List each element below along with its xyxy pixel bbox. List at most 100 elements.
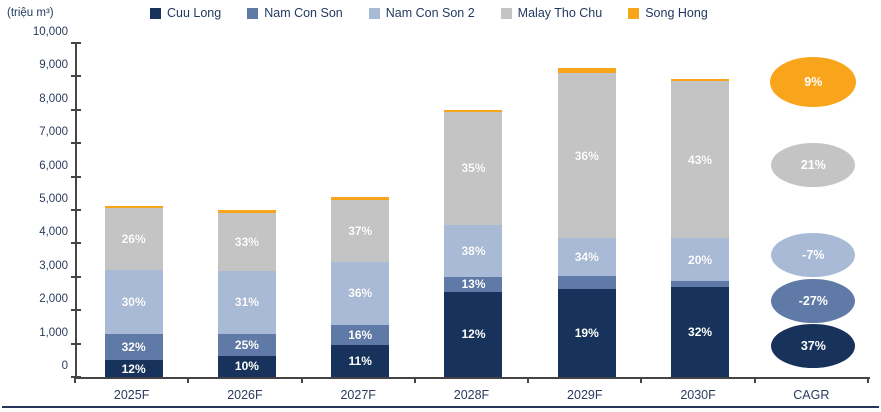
bar-segment-cuu_long-2030F: 32% bbox=[671, 286, 730, 377]
segment-data-label: 12% bbox=[461, 327, 486, 342]
cagr-value-label: -27% bbox=[798, 294, 828, 308]
cagr-column: 9% 21% -7% -27% 37% bbox=[757, 43, 870, 377]
x-axis-category-label: 2029F bbox=[567, 388, 603, 402]
legend-label: Malay Tho Chu bbox=[517, 6, 603, 20]
legend: Cuu Long Nam Con Son Nam Con Son 2 Malay Th… bbox=[150, 6, 708, 20]
x-axis-category-label: CAGR bbox=[793, 388, 830, 402]
bar-column-2030F: 32% 20% 43% bbox=[643, 43, 756, 377]
y-axis-tick bbox=[71, 275, 81, 278]
plot-area: 12% 32% 30% 26% 10% 25% 31% 33% 11% 16% 36% 37% 12% 1… bbox=[33, 26, 870, 379]
segment-data-label: 43% bbox=[688, 152, 713, 167]
bar-segment-malay_tho_chu-2026F: 33% bbox=[217, 212, 276, 271]
y-axis-tick-label: 3,000 bbox=[39, 259, 68, 272]
segment-data-label: 16% bbox=[348, 327, 373, 342]
y-axis-tick-label: 4,000 bbox=[39, 226, 68, 239]
bar-segment-song_hong-2026F bbox=[217, 209, 276, 213]
legend-swatch-icon bbox=[500, 7, 512, 19]
legend-label: Song Hong bbox=[645, 6, 708, 20]
bar-segment-cuu_long-2028F: 12% bbox=[444, 291, 503, 377]
segment-data-label: 11% bbox=[348, 353, 372, 368]
segment-data-label: 34% bbox=[574, 250, 599, 265]
legend-item-song_hong: Song Hong bbox=[628, 6, 708, 20]
bottom-border-line bbox=[2, 406, 879, 408]
segment-data-label: 36% bbox=[348, 286, 373, 301]
x-axis-category-label: 2026F bbox=[227, 388, 263, 402]
bar-segment-cuu_long-2026F: 10% bbox=[217, 355, 276, 377]
stacked-bar-2030F: 32% 20% 43% bbox=[671, 78, 730, 377]
bar-segment-malay_tho_chu-2028F: 35% bbox=[444, 111, 503, 226]
x-axis-category-label: 2028F bbox=[453, 388, 490, 402]
cagr-value-label: -7% bbox=[802, 248, 825, 262]
y-axis-tick bbox=[71, 142, 81, 145]
bar-segment-nam_con_son_2-2027F: 36% bbox=[331, 261, 390, 325]
y-axis-tick-label: 0 bbox=[61, 360, 68, 372]
bar-segment-song_hong-2027F bbox=[331, 196, 390, 200]
segment-data-label: 36% bbox=[574, 148, 599, 163]
x-axis-category-label: 2027F bbox=[340, 388, 376, 402]
legend-swatch-icon bbox=[150, 7, 161, 19]
y-axis-tick bbox=[71, 108, 81, 111]
bar-segment-nam_con_son-2026F: 25% bbox=[217, 333, 276, 356]
cagr-ellipse-song_hong: 9% bbox=[770, 57, 857, 107]
x-axis-tick bbox=[187, 377, 190, 383]
x-axis-tick bbox=[74, 377, 76, 383]
cagr-ellipse-cuu_long: 37% bbox=[771, 324, 856, 368]
bar-column-2025F: 12% 32% 30% 26% bbox=[77, 43, 190, 377]
segment-data-label: 31% bbox=[234, 295, 259, 310]
y-axis-unit-label: (triệu m³) bbox=[7, 7, 54, 19]
segment-data-label: 19% bbox=[574, 326, 599, 341]
bar-column-2027F: 11% 16% 36% 37% bbox=[304, 43, 417, 377]
segment-data-label: 13% bbox=[461, 277, 486, 292]
bar-segment-cuu_long-2027F: 11% bbox=[331, 344, 390, 377]
bar-column-2028F: 12% 13% 38% 35% bbox=[417, 43, 530, 377]
legend-item-malay_tho_chu: Malay Tho Chu bbox=[500, 6, 603, 20]
legend-swatch-icon bbox=[247, 7, 259, 19]
segment-data-label: 32% bbox=[688, 324, 713, 339]
y-axis-tick bbox=[71, 42, 81, 44]
bar-segment-nam_con_son-2029F bbox=[557, 276, 616, 290]
x-axis-category-label: 2025F bbox=[113, 388, 150, 402]
bar-segment-cuu_long-2029F: 19% bbox=[557, 289, 616, 377]
bar-segment-nam_con_son_2-2026F: 31% bbox=[217, 270, 276, 334]
y-axis-tick bbox=[71, 342, 81, 345]
x-axis-tick bbox=[867, 377, 869, 383]
segment-data-label: 33% bbox=[234, 234, 259, 249]
bar-segment-song_hong-2025F bbox=[104, 206, 163, 209]
bar-segment-nam_con_son-2025F: 32% bbox=[104, 333, 163, 361]
bar-segment-malay_tho_chu-2025F: 26% bbox=[104, 208, 163, 271]
y-axis-tick-label: 10,000 bbox=[32, 26, 68, 38]
bar-segment-nam_con_son-2030F bbox=[671, 280, 730, 287]
segment-data-label: 30% bbox=[121, 294, 146, 309]
x-axis-tick bbox=[300, 377, 303, 383]
bar-segment-nam_con_son-2028F: 13% bbox=[444, 276, 503, 292]
x-axis-tick bbox=[640, 377, 643, 383]
y-axis-tick-label: 5,000 bbox=[39, 193, 68, 205]
segment-data-label: 32% bbox=[121, 339, 146, 354]
bar-segment-cuu_long-2025F: 12% bbox=[104, 360, 163, 377]
cagr-ellipse-malay_tho_chu: 21% bbox=[771, 143, 856, 187]
legend-swatch-icon bbox=[628, 7, 640, 19]
y-axis-tick bbox=[71, 309, 81, 312]
y-axis-tick-label: 2,000 bbox=[39, 293, 68, 306]
segment-data-label: 38% bbox=[461, 243, 486, 258]
x-axis-category-label: 2030F bbox=[680, 388, 716, 402]
bar-column-2029F: 19% 34% 36% bbox=[530, 43, 643, 377]
bar-column-2026F: 10% 25% 31% 33% bbox=[190, 43, 303, 377]
x-axis-tick bbox=[527, 377, 530, 383]
y-axis-tick bbox=[71, 209, 81, 211]
cagr-ellipse-nam_con_son: -27% bbox=[771, 279, 856, 323]
bar-segment-song_hong-2029F bbox=[557, 68, 616, 74]
legend-label: Cuu Long bbox=[167, 6, 222, 20]
stacked-bar-2026F: 10% 25% 31% 33% bbox=[217, 209, 276, 377]
segment-data-label: 20% bbox=[688, 252, 713, 267]
stacked-bar-2028F: 12% 13% 38% 35% bbox=[444, 109, 503, 377]
cagr-value-label: 37% bbox=[800, 339, 826, 353]
segment-data-label: 10% bbox=[234, 359, 259, 374]
y-axis-tick-label: 1,000 bbox=[39, 326, 68, 339]
segment-data-label: 26% bbox=[121, 232, 146, 247]
bar-segment-nam_con_son_2-2029F: 34% bbox=[557, 238, 616, 277]
y-axis-tick-label: 9,000 bbox=[39, 59, 68, 72]
bar-segment-song_hong-2028F bbox=[444, 109, 503, 112]
bar-segment-nam_con_son_2-2025F: 30% bbox=[104, 270, 163, 334]
